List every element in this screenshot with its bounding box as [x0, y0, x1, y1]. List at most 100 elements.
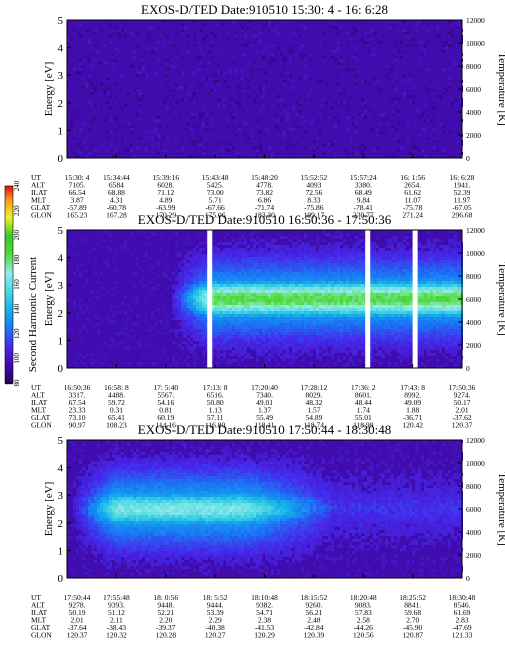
heat-cell — [97, 329, 100, 332]
heat-cell — [91, 362, 94, 365]
heat-cell — [187, 365, 190, 368]
table-cell: -71.74 — [255, 203, 275, 212]
heat-cell — [139, 338, 142, 341]
heat-cell — [289, 299, 292, 302]
heat-cell — [145, 329, 148, 332]
heat-cell — [154, 320, 157, 323]
heat-cell — [100, 323, 103, 326]
heat-cell — [163, 260, 166, 263]
heat-cell — [346, 332, 349, 335]
heat-cell — [355, 299, 358, 302]
heat-cell — [352, 341, 355, 344]
heat-cell — [358, 281, 361, 284]
heat-cell — [313, 62, 316, 65]
heat-cell — [280, 293, 283, 296]
heat-cell — [283, 275, 286, 278]
heat-cell — [265, 293, 268, 296]
heat-cell — [217, 347, 220, 350]
heat-cell — [259, 344, 262, 347]
heat-cell — [67, 353, 70, 356]
heat-cell — [337, 269, 340, 272]
heat-cell — [301, 242, 304, 245]
heat-cell — [217, 272, 220, 275]
heat-cell — [325, 266, 328, 269]
heat-cell — [361, 353, 364, 356]
heat-cell — [379, 320, 382, 323]
heat-cell — [235, 134, 238, 137]
heat-cell — [214, 290, 217, 293]
heat-cell — [379, 302, 382, 305]
heat-cell — [352, 230, 355, 233]
heat-cell — [319, 290, 322, 293]
heat-cell — [70, 125, 73, 128]
heat-cell — [118, 35, 121, 38]
heat-cell — [205, 254, 208, 257]
heat-cell — [187, 257, 190, 260]
heat-cell — [334, 275, 337, 278]
heat-cell — [202, 152, 205, 155]
heat-cell — [121, 245, 124, 248]
heat-cell — [67, 113, 70, 116]
heat-cell — [349, 251, 352, 254]
heat-cell — [223, 80, 226, 83]
heat-cell — [400, 281, 403, 284]
heat-cell — [187, 338, 190, 341]
heat-cell — [274, 278, 277, 281]
heat-cell — [133, 272, 136, 275]
heat-cell — [277, 68, 280, 71]
table-row-label: MLT — [31, 196, 47, 205]
heat-cell — [376, 335, 379, 338]
heat-cell — [250, 347, 253, 350]
heat-cell — [448, 101, 451, 104]
heat-cell — [139, 65, 142, 68]
heat-cell — [241, 293, 244, 296]
heat-cell — [256, 278, 259, 281]
heat-cell — [88, 251, 91, 254]
heat-cell — [94, 296, 97, 299]
heat-cell — [73, 362, 76, 365]
heat-cell — [262, 302, 265, 305]
heat-cell — [400, 56, 403, 59]
heat-cell — [358, 251, 361, 254]
heat-cell — [235, 341, 238, 344]
heat-cell — [304, 308, 307, 311]
heat-cell — [328, 245, 331, 248]
heat-cell — [238, 95, 241, 98]
heat-cell — [331, 251, 334, 254]
heat-cell — [358, 146, 361, 149]
heat-cell — [394, 98, 397, 101]
heat-cell — [190, 275, 193, 278]
heat-cell — [253, 272, 256, 275]
heat-cell — [160, 143, 163, 146]
heat-cell — [379, 314, 382, 317]
table-cell: 52.39 — [454, 188, 471, 197]
heat-cell — [436, 26, 439, 29]
heat-cell — [295, 257, 298, 260]
heat-cell — [454, 122, 457, 125]
heat-cell — [271, 308, 274, 311]
heat-cell — [304, 116, 307, 119]
heat-cell — [418, 41, 421, 44]
heat-cell — [406, 302, 409, 305]
heat-cell — [310, 335, 313, 338]
heat-cell — [217, 329, 220, 332]
heat-cell — [427, 59, 430, 62]
heat-cell — [121, 329, 124, 332]
heat-cell — [247, 317, 250, 320]
heat-cell — [268, 272, 271, 275]
heat-cell — [193, 296, 196, 299]
heat-cell — [340, 233, 343, 236]
heat-cell — [349, 122, 352, 125]
heat-cell — [265, 242, 268, 245]
heat-cell — [268, 149, 271, 152]
heat-cell — [358, 290, 361, 293]
heat-cell — [403, 74, 406, 77]
heat-cell — [70, 263, 73, 266]
heat-cell — [202, 65, 205, 68]
heat-cell — [271, 269, 274, 272]
heat-cell — [253, 230, 256, 233]
heat-cell — [331, 350, 334, 353]
heat-cell — [199, 311, 202, 314]
heat-cell — [220, 71, 223, 74]
heat-cell — [202, 302, 205, 305]
